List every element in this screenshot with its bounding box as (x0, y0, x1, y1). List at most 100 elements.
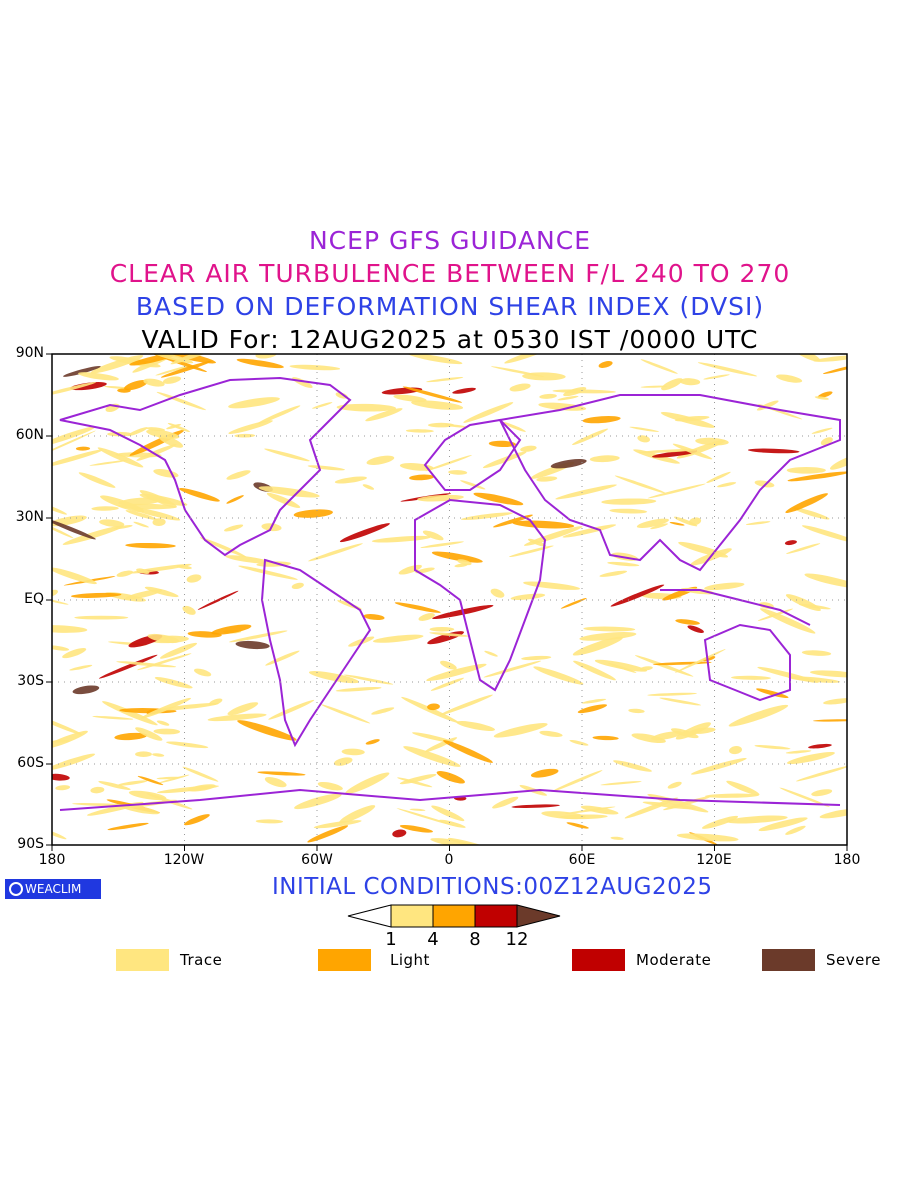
turbulence-streak (339, 523, 390, 543)
colorbar-tick: 8 (469, 929, 481, 950)
turbulence-streak (440, 660, 457, 670)
turbulence-streak (672, 443, 713, 460)
turbulence-streak (125, 542, 176, 549)
turbulence-streak (411, 400, 464, 410)
turbulence-streak (431, 551, 483, 563)
turbulence-streak (794, 354, 821, 362)
turbulence-streak (784, 540, 797, 546)
turbulence-streak (801, 525, 847, 544)
legend-swatch-severe (762, 949, 815, 971)
turbulence-streak (776, 374, 803, 383)
turbulence-streak (457, 559, 472, 566)
turbulence-streak (225, 555, 271, 564)
turbulence-streak (186, 574, 202, 583)
turbulence-field (52, 354, 847, 845)
turbulence-streak (52, 598, 69, 605)
turbulence-streak (607, 561, 640, 567)
turbulence-streak (293, 509, 333, 518)
turbulence-streak (408, 354, 463, 365)
turbulence-streak (592, 735, 619, 741)
turbulence-streak (119, 804, 160, 815)
turbulence-streak (236, 358, 284, 369)
turbulence-streak (52, 739, 70, 743)
turbulence-streak (116, 570, 134, 577)
turbulence-streak (640, 359, 678, 374)
turbulence-streak (678, 541, 729, 558)
turbulence-streak (786, 751, 835, 765)
turbulence-streak (228, 397, 280, 409)
lon-label: 180 (38, 852, 66, 868)
lat-label: 30N (15, 509, 44, 525)
turbulence-streak (706, 471, 731, 484)
turbulence-streak (72, 685, 100, 695)
turbulence-streak (71, 592, 122, 598)
turbulence-streak (521, 655, 552, 661)
turbulence-streak (427, 703, 440, 711)
turbulence-streak (140, 697, 192, 719)
turbulence-streak (670, 728, 699, 739)
turbulence-streak (560, 597, 587, 609)
turbulence-streak (460, 480, 486, 490)
title-valid-time: VALID For: 12AUG2025 at 0530 IST /0000 U… (141, 325, 759, 354)
turbulence-streak (197, 590, 239, 610)
turbulence-streak (52, 625, 88, 633)
title-line-1: NCEP GFS GUIDANCE (308, 226, 591, 255)
turbulence-streak (509, 545, 554, 558)
turbulence-streak (401, 696, 460, 724)
turbulence-streak (610, 584, 665, 607)
turbulence-streak (610, 836, 624, 840)
turbulence-streak (183, 814, 210, 826)
turbulence-streak (425, 455, 472, 472)
turbulence-streak (146, 427, 166, 432)
turbulence-streak (589, 455, 620, 463)
turbulence-streak (811, 789, 833, 797)
turbulence-streak (650, 523, 668, 530)
turbulence-streak (510, 593, 546, 600)
turbulence-streak (153, 354, 216, 364)
turbulence-streak (758, 817, 808, 832)
turbulence-streak (573, 660, 616, 681)
turbulence-streak (754, 480, 775, 488)
turbulence-streak (539, 730, 563, 737)
turbulence-streak (158, 435, 184, 448)
legend-label-severe: Severe (826, 951, 881, 969)
turbulence-streak (779, 787, 830, 808)
turbulence-streak (430, 838, 484, 845)
turbulence-streak (562, 524, 617, 538)
turbulence-streak (756, 688, 789, 699)
turbulence-streak (78, 472, 116, 488)
turbulence-streak (448, 470, 468, 475)
turbulence-streak (152, 753, 165, 757)
turbulence-streak (512, 520, 575, 529)
turbulence-streak (717, 482, 737, 488)
turbulence-streak (420, 541, 464, 549)
turbulence-streak (577, 704, 608, 714)
turbulence-streak (522, 372, 566, 381)
turbulence-streak (130, 507, 181, 521)
turbulence-streak (52, 715, 83, 735)
turbulence-streak (613, 760, 652, 772)
turbulence-streak (539, 393, 557, 399)
legend-label-moderate: Moderate (636, 951, 712, 969)
initial-conditions: INITIAL CONDITIONS:00Z12AUG2025 (272, 874, 713, 900)
turbulence-streak (117, 388, 131, 393)
turbulence-streak (405, 429, 434, 433)
turbulence-streak (333, 757, 353, 766)
turbulence-streak (583, 626, 636, 632)
turbulence-streak (520, 445, 537, 452)
turbulence-streak (566, 822, 589, 829)
turbulence-streak (228, 420, 273, 434)
turbulence-streak (52, 567, 97, 585)
turbulence-streak (747, 448, 800, 454)
colorbar-tick: 12 (505, 929, 529, 950)
turbulence-streak (133, 521, 149, 528)
turbulence-streak (787, 676, 841, 683)
turbulence-streak (728, 704, 789, 727)
turbulence-streak (90, 786, 105, 794)
title-line-2: CLEAR AIR TURBULENCE BETWEEN F/L 240 TO … (109, 259, 791, 288)
turbulence-streak (811, 427, 833, 434)
turbulence-streak (91, 506, 119, 511)
turbulence-streak (422, 530, 444, 541)
turbulence-streak (97, 447, 144, 468)
